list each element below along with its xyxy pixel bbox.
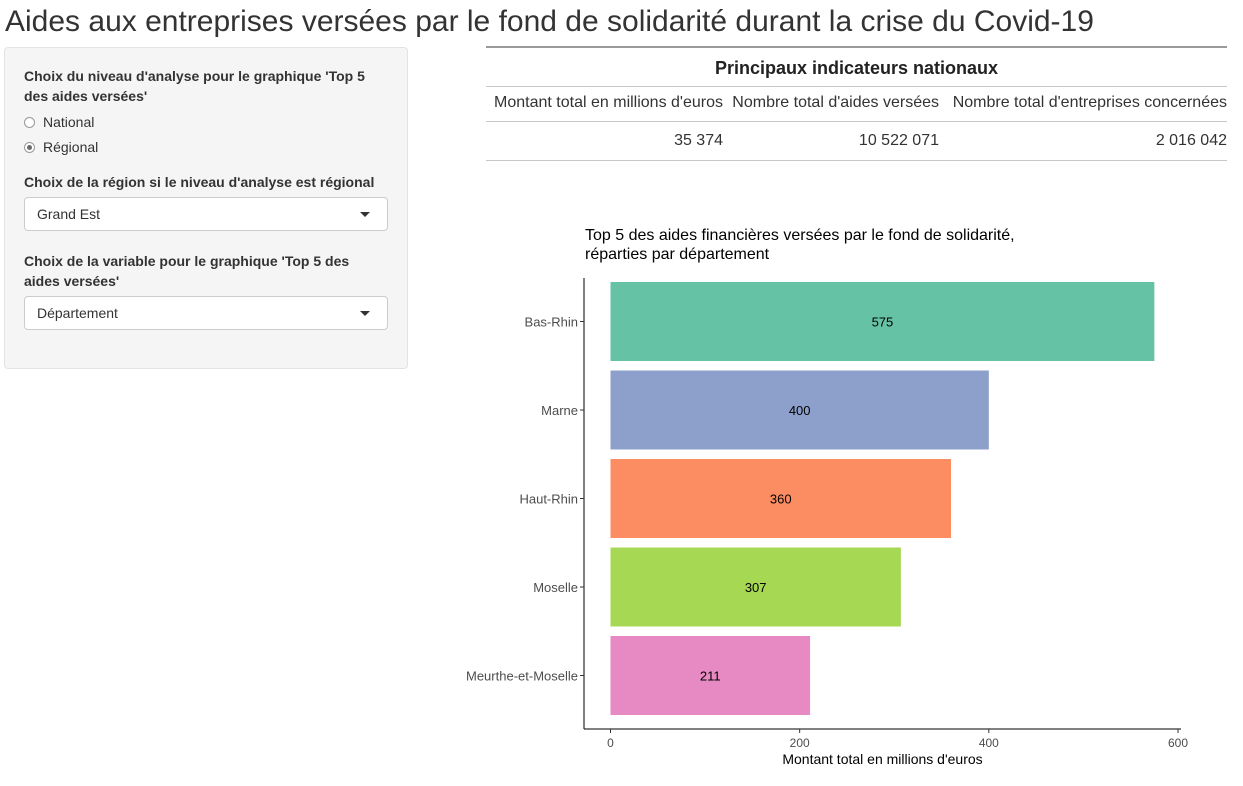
radio-regional-icon[interactable] — [24, 141, 35, 153]
table-row: 35 374 10 522 071 2 016 042 — [486, 122, 1227, 160]
radio-regional[interactable]: Régional — [24, 137, 98, 157]
table-rule — [486, 86, 1227, 87]
y-tick-label: Haut-Rhin — [519, 492, 578, 507]
caret-down-icon — [360, 212, 370, 217]
y-tick-label: Bas-Rhin — [525, 315, 578, 330]
bar-meurthe-et-moselle — [610, 636, 811, 715]
bar-haut-rhin — [610, 459, 951, 538]
value-montant: 35 374 — [674, 132, 723, 149]
bar-data-label: 360 — [770, 492, 792, 507]
region-select-value: Grand Est — [37, 206, 101, 222]
region-select[interactable]: Grand Est — [24, 197, 388, 231]
radio-national-icon[interactable] — [24, 116, 35, 128]
y-tick-label: Marne — [541, 403, 578, 418]
table-rule — [486, 121, 1227, 122]
y-tick-label: Moselle — [533, 580, 578, 595]
chart-title: Top 5 des aides financières versées par … — [585, 227, 1015, 263]
bar-data-label: 575 — [872, 315, 894, 330]
x-axis-title: Montant total en millions d'euros — [782, 751, 982, 767]
x-tick-label: 600 — [1168, 736, 1188, 750]
radio-national[interactable]: National — [24, 112, 94, 132]
value-nombre-aides: 10 522 071 — [858, 132, 939, 149]
variable-select[interactable]: Département — [24, 296, 388, 330]
caret-down-icon — [360, 311, 370, 316]
bar-bas-rhin — [610, 282, 1155, 361]
table-top-rule — [486, 46, 1227, 48]
sidebar-panel: Choix du niveau d'analyse pour le graphi… — [4, 47, 408, 369]
x-tick-label: 400 — [979, 736, 999, 750]
bar-data-label: 400 — [789, 403, 811, 418]
x-tick-label: 200 — [790, 736, 810, 750]
value-nombre-entreprises: 2 016 042 — [1155, 132, 1227, 149]
variable-select-value: Département — [37, 305, 118, 321]
radio-regional-label: Régional — [43, 139, 99, 155]
variable-select-label: Choix de la variable pour le graphique '… — [24, 253, 350, 289]
header-nombre-aides: Nombre total d'aides versées — [732, 94, 939, 111]
bar-data-label: 307 — [745, 580, 767, 595]
analysis-level-label: Choix du niveau d'analyse pour le graphi… — [24, 68, 365, 104]
table-bottom-rule — [486, 160, 1227, 161]
indicators-table: Principaux indicateurs nationaux Montant… — [486, 46, 1227, 161]
bar-marne — [610, 370, 989, 450]
radio-national-label: National — [43, 114, 95, 130]
x-tick-label: 0 — [607, 736, 614, 750]
header-nombre-entreprises: Nombre total d'entreprises concernées — [952, 94, 1227, 111]
bar-data-label: 211 — [700, 669, 721, 684]
indicators-caption: Principaux indicateurs nationaux — [714, 58, 999, 78]
bar-moselle — [610, 547, 901, 627]
table-header-row: Montant total en millions d'euros Nombre… — [486, 87, 1227, 121]
region-select-label: Choix de la région si le niveau d'analys… — [24, 174, 375, 190]
y-tick-label: Meurthe-et-Moselle — [466, 669, 578, 684]
header-montant: Montant total en millions d'euros — [494, 94, 723, 111]
page-title: Aides aux entreprises versées par le fon… — [5, 5, 1094, 38]
